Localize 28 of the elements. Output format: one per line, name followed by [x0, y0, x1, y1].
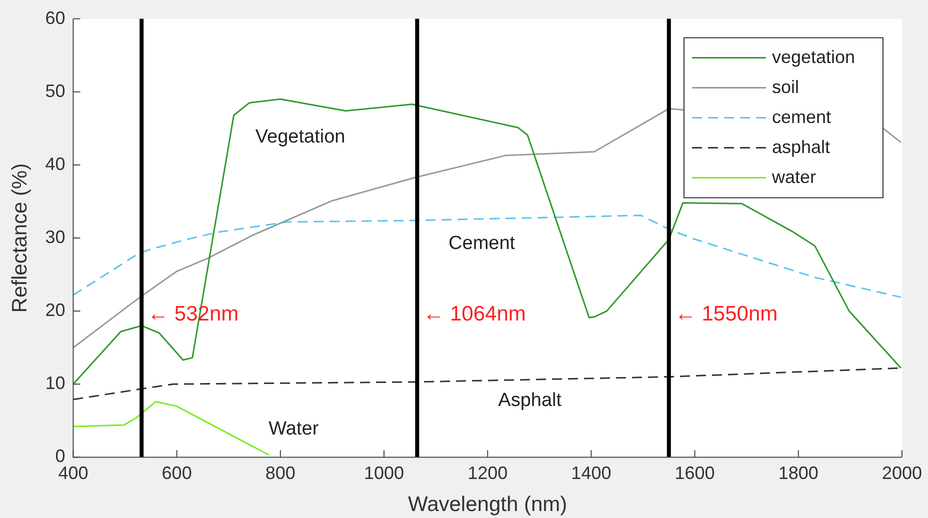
y-tick-label: 20: [45, 300, 66, 320]
ref-line-label: ← 1550nm: [674, 302, 778, 326]
x-tick-label: 1400: [571, 462, 612, 483]
legend-label: cement: [772, 106, 832, 127]
y-tick-label: 60: [45, 8, 66, 28]
y-tick-label: 30: [45, 226, 66, 247]
legend-label: water: [770, 166, 816, 187]
legend-label: asphalt: [772, 136, 830, 157]
y-tick-label: 50: [45, 80, 66, 101]
x-tick-label: 1000: [364, 462, 404, 483]
y-axis-title: Reflectance (%): [8, 163, 32, 313]
y-tick-label: 10: [45, 373, 66, 394]
legend-label: soil: [772, 76, 799, 97]
x-tick-label: 1200: [468, 462, 508, 483]
line-series: [73, 214, 902, 298]
x-tick-label: 1800: [778, 462, 818, 483]
x-tick-label: 1600: [674, 462, 715, 483]
annotation: Asphalt: [498, 390, 562, 411]
x-tick-label: 600: [162, 462, 192, 483]
annotation: Vegetation: [255, 126, 346, 148]
x-axis-title: Wavelength (nm): [408, 493, 568, 516]
legend-label: vegetation: [772, 46, 856, 67]
annotation: Cement: [448, 232, 516, 254]
x-tick-label: 2000: [882, 462, 922, 483]
ref-line-label: ← 1064nm: [423, 302, 526, 326]
x-tick-label: 800: [265, 462, 296, 483]
annotation: Water: [268, 418, 320, 440]
y-tick-label: 40: [45, 154, 66, 174]
